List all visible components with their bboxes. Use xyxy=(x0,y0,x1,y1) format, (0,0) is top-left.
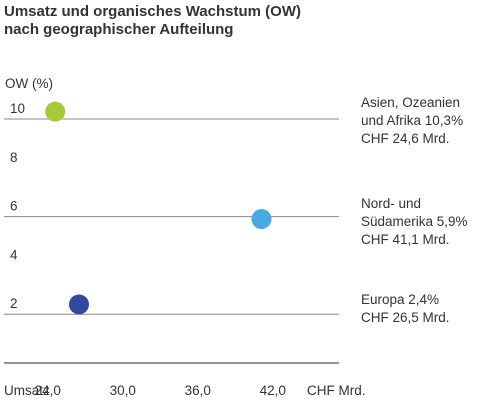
y-tick-label: 2 xyxy=(10,296,18,311)
chart-title-line-1: Umsatz und organisches Wachstum (OW) xyxy=(4,3,301,20)
y-tick-label: 10 xyxy=(10,101,25,116)
data-point xyxy=(69,294,89,315)
x-axis-label: Umsatz xyxy=(4,383,50,398)
chart-title-line-2: nach geographischer Aufteilung xyxy=(4,21,234,38)
legend-americas-line-1: Nord- und xyxy=(361,196,422,211)
legend-asia-line-1: Asien, Ozeanien xyxy=(361,95,461,110)
x-tick-label: 42,0 xyxy=(260,383,286,398)
legend-asia: Asien, Ozeanien und Afrika 10,3% CHF 24,… xyxy=(361,94,463,148)
data-point xyxy=(45,101,66,122)
y-tick-label: 4 xyxy=(10,247,18,262)
legend-asia-line-3: CHF 24,6 Mrd. xyxy=(361,131,450,146)
data-point xyxy=(251,209,272,230)
legend-europe-line-2: CHF 26,5 Mrd. xyxy=(361,310,450,325)
legend-americas: Nord- und Südamerika 5,9% CHF 41,1 Mrd. xyxy=(361,195,468,249)
legend-europe: Europa 2,4% CHF 26,5 Mrd. xyxy=(361,291,450,327)
legend-asia-line-2: und Afrika 10,3% xyxy=(361,113,464,128)
legend-americas-line-2: Südamerika 5,9% xyxy=(361,214,468,229)
legend-americas-line-3: CHF 41,1 Mrd. xyxy=(361,232,450,247)
legend-europe-line-1: Europa 2,4% xyxy=(361,292,440,307)
x-axis-unit: CHF Mrd. xyxy=(307,383,366,398)
x-tick-label: 24,0 xyxy=(35,383,61,398)
x-tick-label: 30,0 xyxy=(110,383,136,398)
y-axis-label: OW (%) xyxy=(5,76,53,91)
y-tick-label: 6 xyxy=(10,199,18,214)
chart-title: Umsatz und organisches Wachstum (OW) nac… xyxy=(4,3,484,39)
x-tick-label: 36,0 xyxy=(185,383,211,398)
y-tick-label: 8 xyxy=(10,150,18,165)
